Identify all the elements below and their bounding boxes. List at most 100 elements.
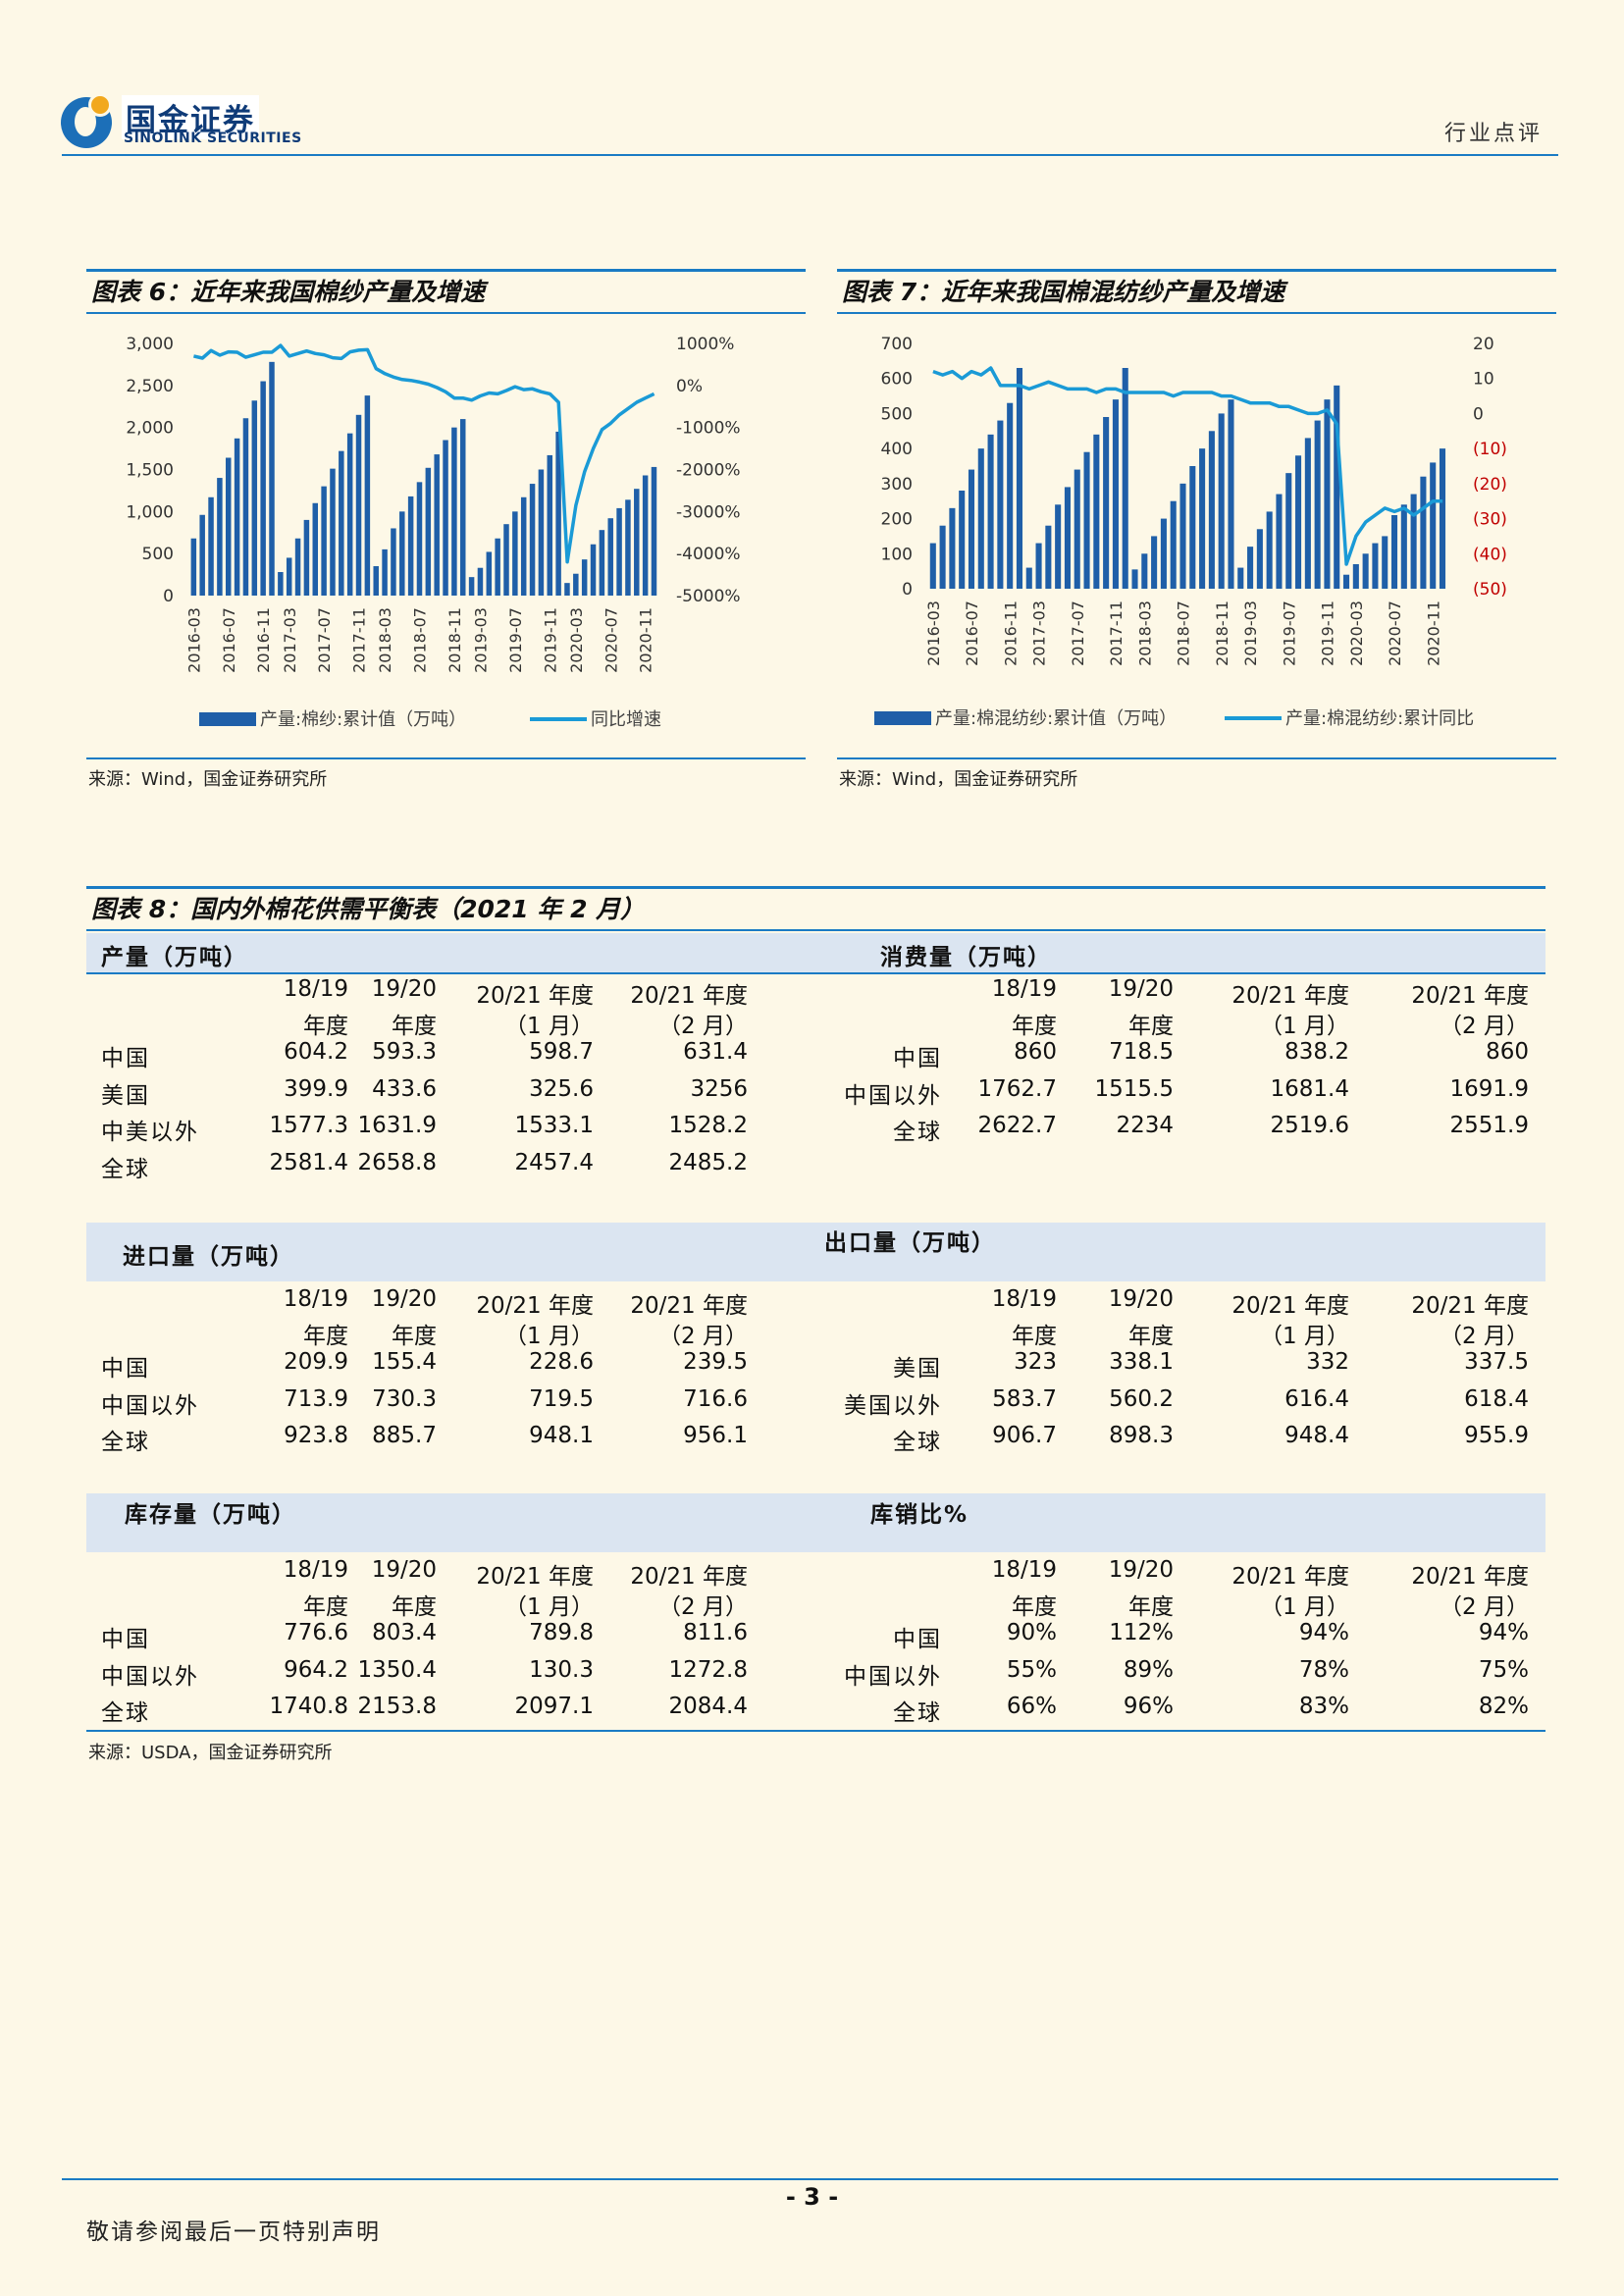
row-label: 美国以外 <box>844 1392 942 1419</box>
bar <box>1247 547 1254 589</box>
bar <box>1256 529 1263 589</box>
bar <box>1266 511 1273 589</box>
right-axis-tick-label: -4000% <box>676 545 741 564</box>
bar <box>1007 402 1014 589</box>
x-axis-tick-label: 2020-03 <box>1347 600 1366 666</box>
bar <box>460 419 466 596</box>
bar <box>607 518 613 596</box>
column-header-sub: （1 月） <box>504 1594 594 1620</box>
table-cell: 3256 <box>690 1075 748 1102</box>
right-axis-tick-label: 10 <box>1473 370 1494 390</box>
bar <box>634 489 640 596</box>
column-header: 19/20 <box>371 1286 437 1312</box>
legend-bar-label: 产量:棉纱:累计值（万吨） <box>260 709 466 730</box>
column-header: 20/21 年度 <box>476 983 594 1009</box>
bar <box>1218 413 1225 589</box>
x-axis-tick-label: 2018-07 <box>1175 600 1193 666</box>
left-axis-tick-label: 700 <box>881 335 913 354</box>
fig7-source: 来源：Wind，国金证券研究所 <box>839 769 1078 790</box>
table-cell: 1350.4 <box>357 1656 437 1683</box>
column-header: 18/19 <box>991 976 1057 1002</box>
left-axis-tick-label: 2,000 <box>126 419 174 439</box>
column-header-sub: 年度 <box>1128 1324 1174 1349</box>
bar <box>1276 494 1283 589</box>
bar <box>321 486 327 596</box>
left-axis-tick-label: 1,500 <box>126 461 174 481</box>
fig6-bottom-rule <box>86 757 806 759</box>
row-label: 中美以外 <box>101 1120 199 1145</box>
table-cell: 803.4 <box>372 1620 437 1645</box>
bar <box>407 496 414 596</box>
table-cell: 956.1 <box>683 1423 748 1448</box>
table-cell: 1515.5 <box>1094 1075 1174 1102</box>
column-header-sub: 年度 <box>1128 1014 1174 1039</box>
table-cell: 2658.8 <box>357 1149 437 1175</box>
table-cell: 1533.1 <box>514 1113 594 1138</box>
bar <box>1199 448 1206 589</box>
bar <box>538 469 545 596</box>
legend-bar-swatch <box>199 712 256 726</box>
x-axis-tick-label: 2017-07 <box>1069 600 1087 666</box>
left-axis-tick-label: 0 <box>163 587 174 606</box>
table-cell: 2234 <box>1116 1113 1174 1138</box>
section-title-production: 产量（万吨） <box>101 945 248 970</box>
bar <box>1304 438 1311 589</box>
x-axis-tick-label: 2019-11 <box>1319 600 1337 666</box>
column-header-sub: （1 月） <box>504 1014 594 1039</box>
table-cell: 593.3 <box>372 1039 437 1065</box>
bar <box>434 454 440 596</box>
right-axis-tick-label: 0% <box>676 377 703 396</box>
bar <box>939 525 946 589</box>
table-cell: 618.4 <box>1464 1385 1529 1412</box>
column-header: 20/21 年度 <box>630 983 748 1009</box>
bar <box>1093 434 1100 589</box>
row-label: 中国 <box>101 1356 150 1382</box>
bar <box>1064 487 1071 589</box>
disclaimer: 敬请参阅最后一页特别声明 <box>86 2219 381 2245</box>
x-axis-tick-label: 2018-07 <box>411 607 430 673</box>
right-axis-tick-label: -1000% <box>676 419 741 439</box>
bar <box>278 572 284 596</box>
table-cell: 78% <box>1298 1656 1349 1683</box>
x-axis-tick-label: 2017-11 <box>1107 600 1126 666</box>
bar <box>599 530 605 596</box>
table-cell: 2551.9 <box>1449 1113 1529 1138</box>
table-cell: 1577.3 <box>269 1113 348 1138</box>
bar <box>234 438 240 596</box>
bar <box>1141 553 1148 589</box>
table-cell: 2457.4 <box>514 1149 594 1175</box>
bar <box>1055 504 1062 589</box>
bar <box>1343 574 1350 589</box>
x-axis-tick-label: 2018-11 <box>445 607 464 673</box>
bar <box>949 507 956 589</box>
table-cell: 2153.8 <box>357 1694 437 1719</box>
left-axis-tick-label: 500 <box>142 545 174 564</box>
right-axis-tick-label: -5000% <box>676 587 741 606</box>
bar <box>1160 518 1167 589</box>
logo-cn-text: 国金证券 <box>122 95 259 139</box>
table-cell: 776.6 <box>284 1620 348 1645</box>
bar <box>208 496 214 596</box>
right-axis-tick-label: (30) <box>1473 510 1507 530</box>
table-cell: 94% <box>1298 1620 1349 1645</box>
column-header-sub: （1 月） <box>1260 1324 1349 1349</box>
bar <box>651 466 657 596</box>
table-cell: 811.6 <box>683 1620 748 1645</box>
table-cell: 228.6 <box>529 1349 594 1375</box>
table-cell: 616.4 <box>1284 1385 1349 1412</box>
fig6-source: 来源：Wind，国金证券研究所 <box>88 769 328 790</box>
series-line <box>192 343 655 564</box>
table-cell: 1528.2 <box>668 1113 748 1138</box>
bar <box>382 548 388 596</box>
bar <box>1208 431 1215 589</box>
series-line <box>932 366 1443 566</box>
x-axis-tick-label: 2016-07 <box>963 600 981 666</box>
column-header-sub: 年度 <box>392 1594 437 1620</box>
bar <box>1103 417 1110 589</box>
bar <box>451 427 457 596</box>
bar <box>625 499 631 596</box>
column-header-sub: 年度 <box>1012 1324 1057 1349</box>
table-cell: 55% <box>1006 1656 1057 1683</box>
bar <box>1151 536 1158 589</box>
table-cell: 789.8 <box>529 1620 594 1645</box>
